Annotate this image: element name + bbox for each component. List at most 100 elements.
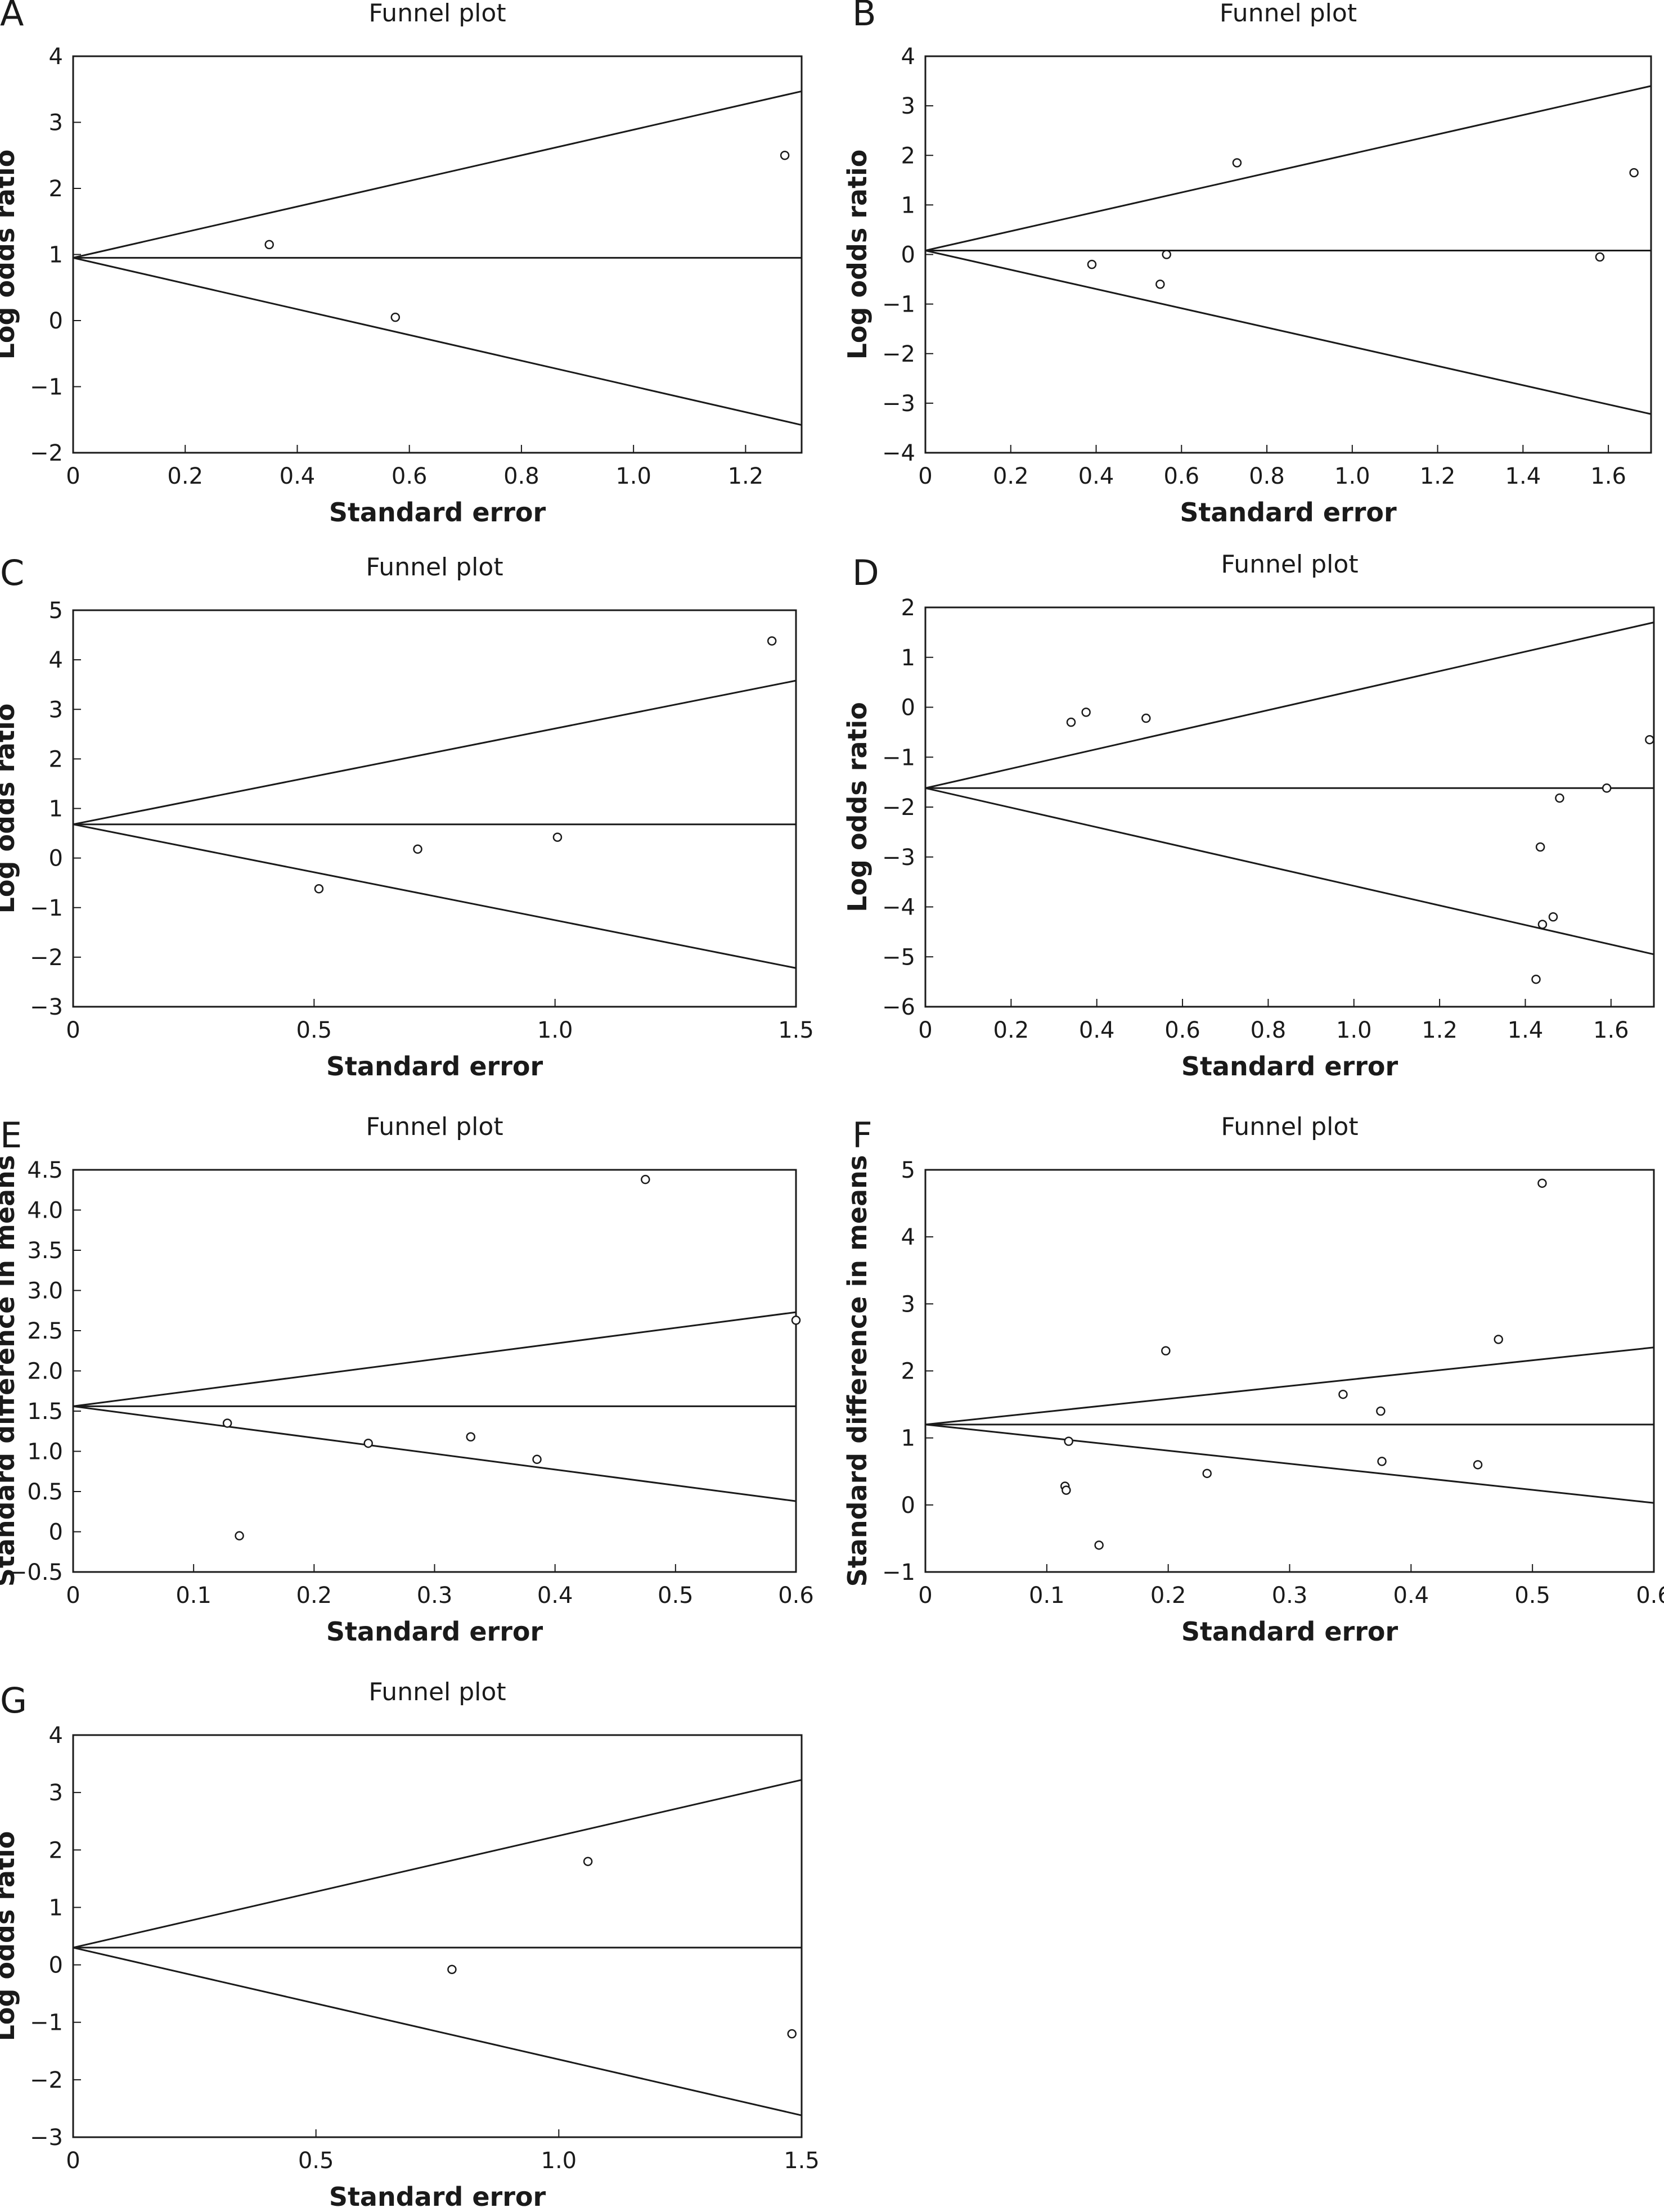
plot-title: Funnel plot xyxy=(1221,1112,1358,1141)
y-axis-label: Log odds ratio xyxy=(842,150,873,360)
y-tick-label: 4.0 xyxy=(27,1198,63,1224)
funnel-panel-e: E Funnel plot 0 0.1 0.2 0.3 0.4 0.5 0.6 4.5 4.0 3.5… xyxy=(0,1112,814,1647)
x-tick-label: 1.0 xyxy=(615,463,651,489)
x-tick-label: 1.0 xyxy=(1334,463,1370,489)
y-tick-label: −1 xyxy=(30,2010,63,2036)
x-tick-label: 0.6 xyxy=(778,1583,814,1609)
x-tick-label: 0.4 xyxy=(537,1583,573,1609)
y-tick-label: 0 xyxy=(901,1493,915,1519)
funnel-upper-limit xyxy=(73,1779,802,1949)
study-point xyxy=(1595,252,1605,262)
funnel-upper-limit xyxy=(925,1346,1654,1426)
funnel-upper-limit xyxy=(925,621,1654,789)
funnel-lower-limit xyxy=(925,249,1652,415)
x-tick-label: 1.0 xyxy=(1336,1017,1372,1043)
x-tick-label: 1.2 xyxy=(1420,463,1456,489)
study-point xyxy=(1537,1178,1547,1188)
y-tick-label: 4 xyxy=(901,1224,915,1250)
x-tick-label: 1.5 xyxy=(778,1017,814,1043)
y-tick-label: 5 xyxy=(49,598,63,624)
y-tick-label: −4 xyxy=(882,895,915,921)
study-point xyxy=(1066,717,1076,727)
x-tick-label: 1.4 xyxy=(1505,463,1541,489)
funnel-panel-a: A Funnel plot 0 0.2 0.4 0.6 0.8 1.0 1.2 4 3 2 1 0 −1 −2… xyxy=(0,0,803,528)
plot-title: Funnel plot xyxy=(366,553,503,582)
study-point xyxy=(780,151,790,160)
y-tick-label: 1 xyxy=(901,1426,915,1452)
y-tick-label: 1.5 xyxy=(27,1399,63,1425)
y-tick-label: 4.5 xyxy=(27,1157,63,1183)
y-tick-label: 2.5 xyxy=(27,1318,63,1344)
panel-letter: B xyxy=(852,0,876,34)
x-tick-label: 0.2 xyxy=(167,463,203,489)
x-tick-label: 0.5 xyxy=(296,1017,332,1043)
y-tick-label: −3 xyxy=(882,845,915,871)
y-tick-label: 3 xyxy=(49,110,63,136)
funnel-lower-limit xyxy=(925,787,1654,956)
x-tick-label: 0.5 xyxy=(658,1583,694,1609)
plot-title: Funnel plot xyxy=(1221,550,1358,579)
panel-letter: G xyxy=(0,1680,27,1721)
y-tick-label: −2 xyxy=(30,440,63,466)
x-tick-label: 0 xyxy=(66,2148,80,2174)
plot-area-frame xyxy=(72,1734,803,2138)
panel-letter: C xyxy=(0,552,24,593)
study-point xyxy=(1162,250,1171,259)
study-point xyxy=(1062,1485,1071,1495)
study-point xyxy=(1537,920,1548,929)
study-point xyxy=(390,312,401,322)
x-axis-label: Standard error xyxy=(326,1616,543,1647)
study-point xyxy=(264,240,274,250)
x-tick-label: 0 xyxy=(66,463,80,489)
study-point xyxy=(235,1531,244,1540)
y-tick-label: 2 xyxy=(901,143,915,169)
y-tick-label: −2 xyxy=(30,2067,63,2093)
study-point xyxy=(447,1965,457,1974)
y-tick-label: −2 xyxy=(882,795,915,821)
y-tick-label: 2.0 xyxy=(27,1359,63,1385)
x-tick-label: 1.6 xyxy=(1590,463,1626,489)
x-tick-label: 1.2 xyxy=(728,463,764,489)
panel-letter: F xyxy=(852,1115,873,1156)
x-tick-label: 0.8 xyxy=(1249,463,1285,489)
funnel-lower-limit xyxy=(925,1423,1654,1504)
funnel-upper-limit xyxy=(925,85,1652,251)
y-tick-label: −5 xyxy=(882,944,915,970)
y-axis-label: Log odds ratio xyxy=(0,704,20,914)
x-tick-label: 0.6 xyxy=(1164,1017,1200,1043)
y-tick-label: 2 xyxy=(49,746,63,772)
y-tick-label: 2 xyxy=(49,176,63,202)
x-tick-label: 0.8 xyxy=(503,463,539,489)
plot-title: Funnel plot xyxy=(368,0,506,28)
x-tick-label: 0 xyxy=(918,1583,932,1609)
y-tick-label: −1 xyxy=(882,1560,915,1585)
y-tick-label: 1 xyxy=(901,645,915,671)
y-tick-label: 3 xyxy=(901,1291,915,1317)
funnel-panel-b: B Funnel plot 0 0.2 0.4 0.6 0.8 1.0 1.2 1.4 1.6 4 3 2… xyxy=(842,0,1652,528)
y-tick-label: 2 xyxy=(901,1359,915,1385)
y-axis-label: Standard difference in means xyxy=(0,1155,20,1587)
study-point xyxy=(413,844,422,854)
y-tick-label: −1 xyxy=(882,292,915,318)
study-point xyxy=(1155,280,1165,289)
y-tick-label: 1 xyxy=(49,242,63,268)
y-tick-label: −3 xyxy=(882,391,915,417)
y-tick-label: −1 xyxy=(882,745,915,771)
y-tick-label: 1.0 xyxy=(27,1439,63,1465)
y-tick-label: −1 xyxy=(30,375,63,400)
x-tick-label: 0.5 xyxy=(298,2148,334,2174)
plot-area-frame xyxy=(72,1169,797,1573)
y-tick-label: 0 xyxy=(49,846,63,872)
x-axis-label: Standard error xyxy=(326,1051,543,1082)
y-tick-label: 3.0 xyxy=(27,1278,63,1304)
plot-area-frame xyxy=(924,1169,1655,1573)
x-tick-label: 0 xyxy=(66,1583,80,1609)
study-point xyxy=(314,884,324,894)
study-point xyxy=(1087,259,1097,269)
y-tick-label: 3 xyxy=(901,93,915,119)
study-point xyxy=(1202,1468,1212,1479)
study-point xyxy=(791,1316,801,1325)
x-tick-label: 1.2 xyxy=(1422,1017,1458,1043)
y-tick-label: −6 xyxy=(882,994,915,1020)
